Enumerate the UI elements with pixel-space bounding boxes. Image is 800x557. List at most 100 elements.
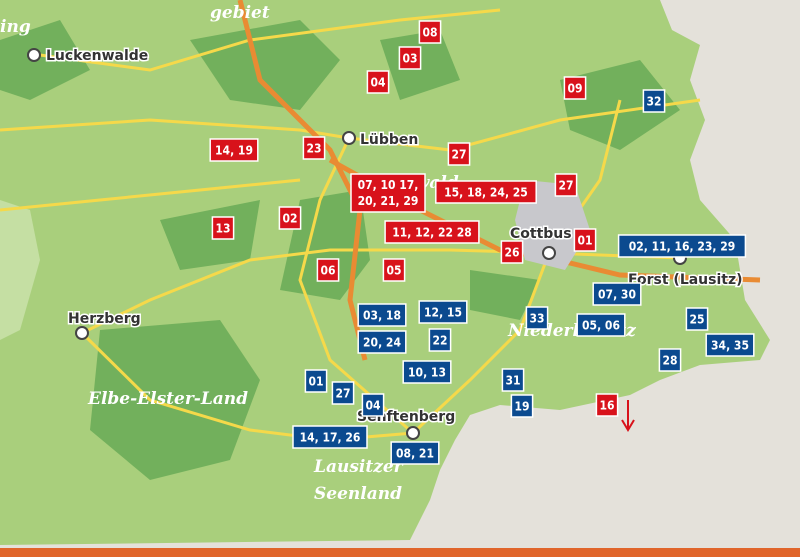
poi-marker: 33 xyxy=(525,306,549,330)
poi-marker: 28 xyxy=(658,348,682,372)
poi-marker: 10, 13 xyxy=(402,360,452,384)
marker-label: 03, 18 xyxy=(363,309,401,323)
marker-box xyxy=(595,393,619,417)
marker-box xyxy=(316,258,340,282)
poi-marker: 05, 06 xyxy=(576,313,626,337)
poi-marker: 07, 30 xyxy=(592,282,642,306)
poi-marker: 27 xyxy=(447,142,471,166)
marker-box xyxy=(278,206,302,230)
marker-box xyxy=(418,300,468,324)
marker-label: 04 xyxy=(370,76,386,90)
marker-label: 26 xyxy=(504,246,519,260)
marker-label: 28 xyxy=(662,354,677,368)
marker-label: 27 xyxy=(558,179,573,193)
poi-marker: 26 xyxy=(500,240,524,264)
marker-box xyxy=(390,441,440,465)
marker-box xyxy=(642,89,666,113)
poi-marker: 08 xyxy=(418,20,442,44)
marker-box xyxy=(302,136,326,160)
marker-label: 14, 19 xyxy=(215,144,253,158)
marker-box xyxy=(592,282,642,306)
place-label: Cottbus xyxy=(510,226,572,242)
land-outer xyxy=(0,200,40,340)
poi-marker: 14, 17, 26 xyxy=(292,425,368,449)
marker-box xyxy=(357,330,407,354)
marker-label: 14, 17, 26 xyxy=(300,431,361,445)
place-dot xyxy=(75,326,89,340)
marker-box xyxy=(447,142,471,166)
marker-box xyxy=(563,76,587,100)
marker-label: 13 xyxy=(215,222,230,236)
marker-label: 15, 18, 24, 25 xyxy=(444,186,528,200)
poi-marker: 20, 24 xyxy=(357,330,407,354)
marker-box xyxy=(402,360,452,384)
marker-label: 31 xyxy=(505,374,520,388)
poi-marker: 22 xyxy=(428,328,452,352)
marker-label: 10, 13 xyxy=(408,366,446,380)
marker-label: 33 xyxy=(529,312,544,326)
poi-marker: 15, 18, 24, 25 xyxy=(435,180,537,204)
marker-label: 02, 11, 16, 23, 29 xyxy=(629,240,736,254)
marker-box xyxy=(510,394,534,418)
marker-box xyxy=(304,369,328,393)
marker-box xyxy=(211,216,235,240)
poi-marker: 09 xyxy=(563,76,587,100)
marker-box xyxy=(382,258,406,282)
marker-box xyxy=(500,240,524,264)
marker-box xyxy=(428,328,452,352)
poi-marker: 06 xyxy=(316,258,340,282)
marker-label: 19 xyxy=(514,400,529,414)
poi-marker: 14, 19 xyxy=(209,138,259,162)
marker-box xyxy=(350,173,426,213)
poi-marker: 16 xyxy=(595,393,619,417)
region-label: Seenland xyxy=(314,484,402,504)
direction-arrow xyxy=(621,400,635,432)
poi-marker: 25 xyxy=(685,307,709,331)
poi-marker: 01 xyxy=(304,369,328,393)
marker-label: 06 xyxy=(320,264,335,278)
marker-box xyxy=(435,180,537,204)
marker-label: 08, 21 xyxy=(396,447,434,461)
region-label: gebiet xyxy=(210,3,270,23)
marker-box xyxy=(617,234,747,258)
poi-marker: 23 xyxy=(302,136,326,160)
marker-label: 11, 12, 22 28 xyxy=(392,226,472,240)
marker-label: 01 xyxy=(577,234,592,248)
marker-label: 27 xyxy=(335,387,350,401)
place-dot xyxy=(406,426,420,440)
marker-label: 02 xyxy=(282,212,297,226)
poi-marker: 02, 11, 16, 23, 29 xyxy=(617,234,747,258)
marker-label: 05, 06 xyxy=(582,319,620,333)
marker-label: 03 xyxy=(402,52,417,66)
marker-label: 07, 30 xyxy=(598,288,636,302)
place-label: Lübben xyxy=(360,132,418,148)
marker-label: 23 xyxy=(306,142,321,156)
region-label: Lausitzer xyxy=(313,457,404,477)
marker-box xyxy=(292,425,368,449)
marker-label: 20, 24 xyxy=(363,336,401,350)
poi-marker: 32 xyxy=(642,89,666,113)
marker-box xyxy=(525,306,549,330)
marker-label: 12, 15 xyxy=(424,306,462,320)
poi-marker: 03 xyxy=(398,46,422,70)
poi-marker: 13 xyxy=(211,216,235,240)
marker-label: 05 xyxy=(386,264,401,278)
bottom-bar xyxy=(0,548,800,557)
marker-label: 20, 21, 29 xyxy=(358,194,419,208)
place-dot xyxy=(342,131,356,145)
poi-marker: 07, 10 17, 20, 21, 29 xyxy=(350,173,426,213)
marker-label: 01 xyxy=(308,375,323,389)
place-label: Forst (Lausitz) xyxy=(628,272,743,288)
marker-label: 25 xyxy=(689,313,704,327)
poi-marker: 27 xyxy=(554,173,578,197)
marker-label: 34, 35 xyxy=(711,339,749,353)
place-dot xyxy=(542,246,556,260)
place-dot xyxy=(27,48,41,62)
marker-label: 32 xyxy=(646,95,661,109)
poi-marker: 08, 21 xyxy=(390,441,440,465)
poi-marker: 34, 35 xyxy=(705,333,755,357)
marker-label: 16 xyxy=(599,399,614,413)
region-label: Elbe-Elster-Land xyxy=(87,389,248,409)
poi-marker: 01 xyxy=(573,228,597,252)
